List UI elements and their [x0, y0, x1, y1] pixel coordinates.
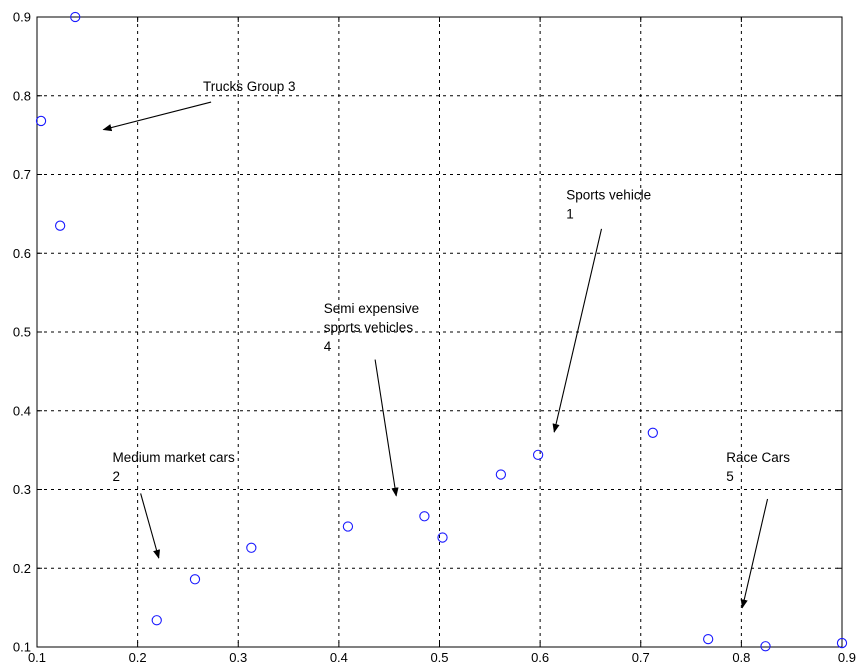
y-tick-label: 0.3 [13, 482, 31, 497]
annotation-arrow [374, 359, 399, 497]
y-tick-label: 0.7 [13, 167, 31, 182]
annotation-arrow [552, 228, 603, 433]
data-point [836, 637, 848, 649]
y-tick-label: 0.6 [13, 246, 31, 261]
y-tick-label: 0.8 [13, 88, 31, 103]
x-tick-label: 0.3 [229, 650, 247, 665]
annotation-label: 2 [112, 469, 120, 484]
y-tick-label: 0.1 [13, 640, 31, 655]
plot-frame [36, 16, 843, 648]
y-tick-label: 0.9 [13, 10, 31, 25]
annotation-arrow [102, 101, 212, 132]
data-point [703, 633, 714, 645]
x-tick-label: 0.4 [330, 650, 348, 665]
x-tick-label: 0.6 [531, 650, 549, 665]
annotation-label: Sports vehicle [566, 188, 651, 203]
data-point [760, 641, 771, 652]
data-point [342, 521, 354, 532]
y-tick-label: 0.5 [13, 325, 31, 340]
annotation-label: 4 [324, 339, 332, 354]
tick-labels: 0.1 0.2 0.3 0.4 0.5 0.6 0.7 0.8 0.9 0.1 0.2 0.3 0.4 0… [13, 10, 856, 666]
x-tick-label: 0.8 [732, 650, 750, 665]
annotation-label: Semi expensive [324, 301, 419, 316]
data-point [647, 427, 658, 438]
data-point [35, 115, 47, 127]
x-tick-label: 0.7 [632, 650, 650, 665]
annotation-arrow [140, 493, 161, 559]
x-tick-label: 0.2 [129, 650, 147, 665]
data-point [495, 469, 507, 480]
y-tick-label: 0.2 [13, 561, 31, 576]
data-point [54, 220, 66, 231]
data-point [419, 511, 430, 522]
x-tick-label: 0.9 [838, 650, 856, 665]
annotation-label: Medium market cars [112, 450, 235, 465]
y-tick-label: 0.4 [13, 403, 31, 418]
annotation-label: 5 [726, 469, 734, 484]
data-points [35, 11, 848, 652]
grid [37, 17, 842, 647]
annotation-label: Trucks Group 3 [203, 79, 296, 94]
data-point [532, 449, 544, 460]
annotation-label: Race Cars [726, 450, 790, 465]
annotation-label: 1 [566, 207, 574, 222]
x-tick-label: 0.5 [430, 650, 448, 665]
data-point [151, 615, 162, 626]
data-point [70, 11, 81, 23]
annotations: Trucks Group 3 Medium market cars 2 Semi ex… [102, 79, 790, 609]
annotation-label: sports vehicles [324, 320, 414, 335]
data-point [246, 542, 257, 553]
x-tick-label: 0.1 [28, 650, 46, 665]
annotation-arrow [740, 498, 769, 609]
data-point [189, 574, 201, 585]
data-point [437, 532, 448, 543]
